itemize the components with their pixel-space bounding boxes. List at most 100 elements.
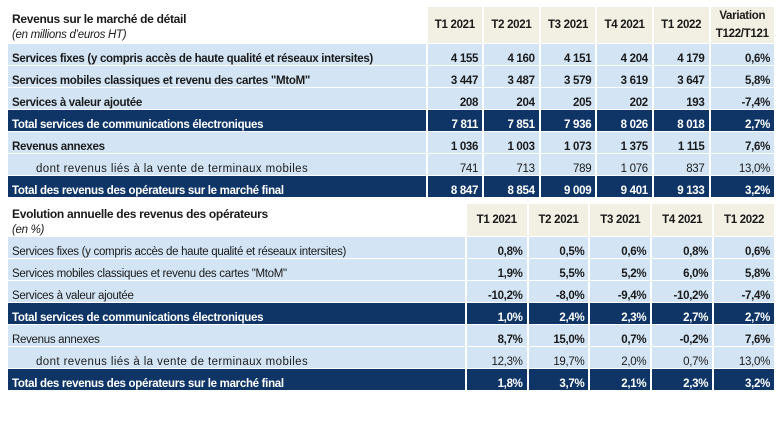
cell-value: 3 487 [484, 66, 539, 87]
cell-value: 741 [427, 154, 483, 175]
column-header: T2 2021 [528, 204, 589, 236]
cell-value: 13,0% [714, 347, 774, 368]
cell-value: 3,2% [710, 176, 774, 197]
cell-value: 8 847 [427, 176, 483, 197]
cell-value: 2,0% [590, 347, 651, 368]
table-row: Services à valeur ajoutée 208 204 205 202 193… [8, 88, 774, 109]
cell-value: 5,8% [710, 66, 774, 87]
cell-value: 0,7% [652, 347, 713, 368]
row-label: Total services de communications électro… [8, 110, 426, 131]
cell-value: 19,7% [528, 347, 589, 368]
annual-evolution-table: Evolution annuelle des revenus des opéra… [6, 203, 776, 391]
cell-value: 12,3% [466, 347, 527, 368]
table-row: Services à valeur ajoutée -10,2% -8,0% -9,4… [8, 281, 774, 302]
cell-value: 8,7% [466, 325, 527, 346]
cell-value: 4 155 [427, 44, 483, 65]
cell-value: 3 447 [427, 66, 483, 87]
retail-revenue-table: Revenus sur le marché de détail (en milli… [6, 6, 776, 198]
cell-value: 2,3% [590, 303, 651, 324]
cell-value: 202 [597, 88, 652, 109]
table-row: dont revenus liés à la vente de terminau… [8, 347, 774, 368]
cell-value: 2,7% [714, 303, 774, 324]
column-header: T1 2021 [466, 204, 527, 236]
cell-value: -7,4% [710, 88, 774, 109]
cell-value: 3 579 [540, 66, 596, 87]
table-row: Total services de communications électro… [8, 303, 774, 324]
cell-value: 0,6% [710, 44, 774, 65]
cell-value: 0,8% [652, 237, 713, 258]
row-label: Services mobiles classiques et revenu de… [8, 66, 426, 87]
cell-value: -7,4% [714, 281, 774, 302]
row-label: dont revenus liés à la vente de terminau… [8, 154, 426, 175]
cell-value: 1 076 [597, 154, 652, 175]
cell-value: 1 115 [653, 132, 709, 153]
cell-value: 1 036 [427, 132, 483, 153]
cell-value: 9 401 [597, 176, 652, 197]
cell-value: 0,6% [714, 237, 774, 258]
cell-value: 1,8% [466, 369, 527, 390]
cell-value: 7 851 [484, 110, 539, 131]
cell-value: 1 375 [597, 132, 652, 153]
cell-value: 0,5% [528, 237, 589, 258]
row-label: Services mobiles classiques et revenu de… [8, 259, 465, 280]
cell-value: 6,0% [652, 259, 713, 280]
cell-value: 2,7% [652, 303, 713, 324]
cell-value: 7 936 [540, 110, 596, 131]
column-header: T2 2021 [484, 7, 539, 43]
cell-value: 3 619 [597, 66, 652, 87]
table-row: Total des revenus des opérateurs sur le … [8, 369, 774, 390]
table-row: Services mobiles classiques et revenu de… [8, 66, 774, 87]
table-row: Services fixes (y compris accès de haute… [8, 44, 774, 65]
table-row: Revenus annexes 8,7% 15,0% 0,7% -0,2% 7,6% [8, 325, 774, 346]
cell-value: 2,7% [710, 110, 774, 131]
row-label: Services à valeur ajoutée [8, 281, 465, 302]
table-row: dont revenus liés à la vente de terminau… [8, 154, 774, 175]
cell-value: 789 [540, 154, 596, 175]
cell-value: -10,2% [652, 281, 713, 302]
cell-value: 3,7% [528, 369, 589, 390]
row-label: Services fixes (y compris accès de haute… [8, 237, 465, 258]
cell-value: 1,9% [466, 259, 527, 280]
row-label: Total des revenus des opérateurs sur le … [8, 176, 426, 197]
cell-value: 4 151 [540, 44, 596, 65]
table-row: Services mobiles classiques et revenu de… [8, 259, 774, 280]
row-label: Services à valeur ajoutée [8, 88, 426, 109]
cell-value: 0,8% [466, 237, 527, 258]
row-label: Revenus annexes [8, 325, 465, 346]
cell-value: 7,6% [710, 132, 774, 153]
cell-value: 1 073 [540, 132, 596, 153]
cell-value: 5,2% [590, 259, 651, 280]
cell-value: -0,2% [652, 325, 713, 346]
cell-value: 2,1% [590, 369, 651, 390]
table-row: Total services de communications électro… [8, 110, 774, 131]
cell-value: 205 [540, 88, 596, 109]
cell-value: -8,0% [528, 281, 589, 302]
cell-value: 3 647 [653, 66, 709, 87]
cell-value: 7 811 [427, 110, 483, 131]
column-header: T3 2021 [590, 204, 651, 236]
cell-value: 9 009 [540, 176, 596, 197]
cell-value: 4 160 [484, 44, 539, 65]
cell-value: -9,4% [590, 281, 651, 302]
header-row: Evolution annuelle des revenus des opéra… [8, 204, 774, 236]
column-header: T3 2021 [540, 7, 596, 43]
table-title: Evolution annuelle des revenus des opéra… [12, 207, 268, 221]
cell-value: 15,0% [528, 325, 589, 346]
column-header: T1 2022 [714, 204, 774, 236]
cell-value: 8 854 [484, 176, 539, 197]
cell-value: 2,3% [652, 369, 713, 390]
table-row: Total des revenus des opérateurs sur le … [8, 176, 774, 197]
column-header: T1 2021 [427, 7, 483, 43]
cell-value: 2,4% [528, 303, 589, 324]
cell-value: 204 [484, 88, 539, 109]
cell-value: 713 [484, 154, 539, 175]
table-row: Services fixes (y compris accès de haute… [8, 237, 774, 258]
cell-value: 0,6% [590, 237, 651, 258]
row-label: dont revenus liés à la vente de terminau… [8, 347, 465, 368]
header-row: Revenus sur le marché de détail (en milli… [8, 7, 774, 43]
cell-value: 193 [653, 88, 709, 109]
column-header: T4 2021 [652, 204, 713, 236]
cell-value: 1,0% [466, 303, 527, 324]
table-subtitle: (en millions d’euros HT) [12, 29, 127, 41]
cell-value: 0,7% [590, 325, 651, 346]
